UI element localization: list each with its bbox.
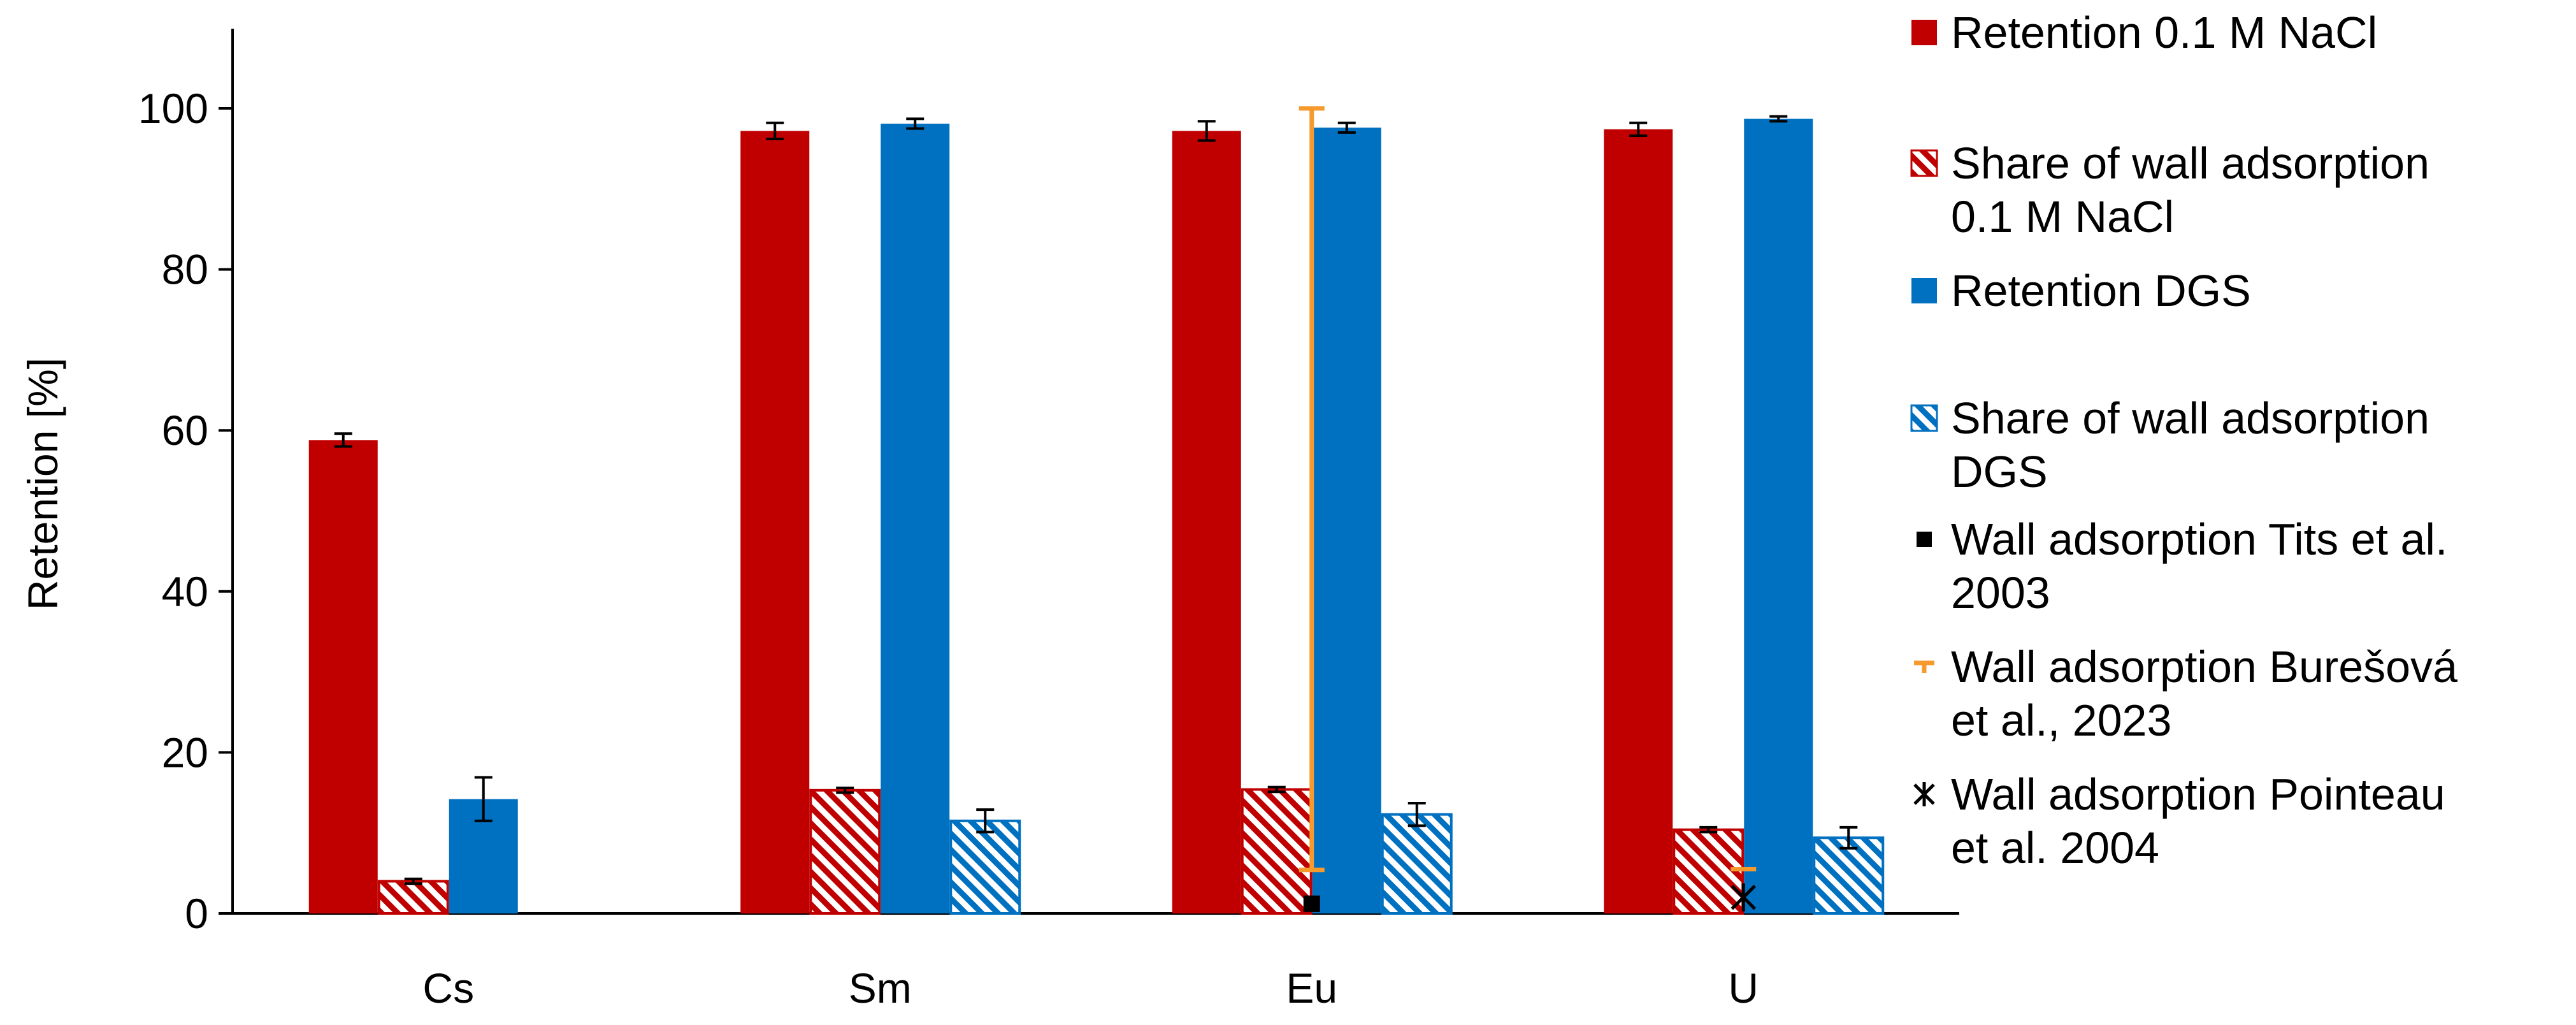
y-tick-label: 20 xyxy=(162,729,208,776)
bar-1-sm xyxy=(740,131,810,913)
bar-4-sm xyxy=(949,819,1021,915)
x-tick-label: U xyxy=(1728,964,1759,1012)
legend-marker-square xyxy=(1917,532,1932,547)
axis-labels: 0 20 40 60 80 100 Retention [%] Cs Sm Eu U xyxy=(19,85,1759,1012)
legend-entry-text: Wall adsorption Burešová xyxy=(1951,642,2457,692)
x-tick-label: Eu xyxy=(1286,964,1337,1012)
y-tick-label: 0 xyxy=(185,890,208,937)
y-tick-label: 60 xyxy=(162,407,208,454)
bar-3-sm xyxy=(881,123,950,914)
legend-swatch xyxy=(1910,149,1938,177)
legend-entry-text: 0.1 M NaCl xyxy=(1951,192,2174,242)
y-tick-label: 80 xyxy=(162,246,208,293)
legend-entry-text: Retention DGS xyxy=(1951,266,2251,316)
bar-3-u xyxy=(1744,119,1813,914)
legend-entry-text: et al. 2004 xyxy=(1951,823,2159,873)
bar-1-u xyxy=(1604,129,1673,913)
bars xyxy=(308,119,1885,915)
bar-3-eu xyxy=(1312,127,1381,913)
legend-entry-text: Share of wall adsorption xyxy=(1951,138,2429,188)
bar-2-sm xyxy=(809,789,881,915)
legend-swatch xyxy=(1911,20,1937,45)
x-tick-label: Cs xyxy=(422,964,474,1012)
bar-4-eu xyxy=(1381,813,1453,915)
bar-4-u xyxy=(1813,836,1885,915)
bar-1-cs xyxy=(308,440,378,913)
axes xyxy=(219,29,1959,915)
legend-entry-text: Wall adsorption Tits et al. xyxy=(1951,514,2447,564)
bar-2-u xyxy=(1673,828,1745,915)
reference-points xyxy=(1299,106,1757,912)
reference-point-tits xyxy=(1303,895,1320,912)
legend-entry-text: 2003 xyxy=(1951,568,2050,618)
legend-swatch xyxy=(1911,278,1937,303)
legend-swatch xyxy=(1910,404,1938,432)
y-axis-title: Retention [%] xyxy=(19,358,66,610)
y-tick-label: 40 xyxy=(162,568,208,615)
bar-1-eu xyxy=(1172,131,1241,913)
bar-2-cs xyxy=(377,880,449,915)
legend-entry-text: Share of wall adsorption xyxy=(1951,393,2429,443)
legend-entry-text: Wall adsorption Pointeau xyxy=(1951,769,2445,819)
bar-2-eu xyxy=(1241,788,1313,915)
y-tick-label: 100 xyxy=(138,85,208,132)
legend-entry-text: DGS xyxy=(1951,447,2048,497)
legend-entry-text: et al., 2023 xyxy=(1951,695,2171,745)
x-tick-label: Sm xyxy=(849,964,912,1012)
legend-entry-text: Retention 0.1 M NaCl xyxy=(1951,8,2377,57)
legend: Retention 0.1 M NaCl Share of wall adsorp… xyxy=(1910,8,2457,873)
error-bars xyxy=(334,115,1858,885)
